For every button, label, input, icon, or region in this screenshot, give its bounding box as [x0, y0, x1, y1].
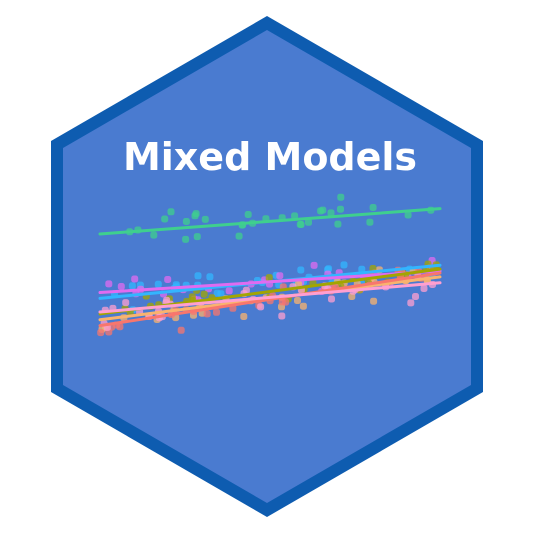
scatter-point [278, 298, 286, 306]
scatter-point [194, 272, 202, 280]
scatter-point [297, 266, 305, 274]
scatter-point [291, 212, 299, 220]
scatter-point [128, 282, 136, 290]
scatter-point [97, 329, 105, 337]
scatter-point [225, 287, 233, 295]
scatter-point [150, 231, 158, 239]
scatter-point [213, 308, 220, 316]
scatter-point [407, 299, 415, 307]
scatter-point [337, 205, 344, 213]
scatter-point [213, 289, 221, 297]
scatter-point [193, 233, 201, 241]
scatter-point [163, 296, 171, 304]
scatter-point [167, 208, 175, 216]
scatter-point [131, 275, 139, 283]
scatter-point [257, 303, 265, 311]
scatter-point [294, 297, 301, 304]
scatter-point [154, 280, 162, 288]
scatter-point [105, 280, 113, 288]
logo-title: Mixed Models [123, 135, 417, 179]
scatter-point [317, 207, 325, 215]
scatter-point [328, 295, 335, 303]
scatter-point [122, 299, 130, 307]
scatter-point [192, 210, 200, 218]
scatter-point [206, 273, 214, 281]
scatter-point [340, 261, 348, 269]
scatter-point [404, 211, 412, 219]
scatter-point [299, 302, 307, 310]
regression-line [98, 281, 442, 314]
scatter-point [182, 218, 190, 225]
scatter-point [370, 297, 378, 305]
scatter-point [177, 326, 185, 334]
scatter-point [334, 220, 342, 228]
scatter-point [203, 310, 211, 318]
scatter-point [358, 265, 366, 273]
scatter-point [235, 232, 243, 240]
scatter-point [297, 221, 305, 228]
scatter-point [265, 274, 273, 282]
scatter-point [310, 261, 318, 269]
scatter-point [295, 280, 302, 288]
scatter-point [305, 218, 312, 226]
scatter-point [366, 218, 374, 226]
scatter-point [244, 211, 252, 218]
scatter-point [369, 204, 377, 211]
regression-line [98, 271, 442, 328]
hexagon-fill [63, 30, 471, 503]
scatter-point [348, 293, 356, 300]
scatter-point [200, 290, 208, 298]
scatter-point [420, 285, 428, 292]
scatter-point [161, 215, 169, 223]
scatter-point [240, 313, 248, 320]
scatter-plot [97, 193, 442, 337]
scatter-point [327, 209, 335, 217]
regression-lines [98, 207, 442, 328]
scatter-point [201, 215, 209, 223]
scatter-point [117, 283, 125, 290]
scatter-point [164, 276, 172, 283]
scatter-point [337, 193, 345, 201]
scatter-point [278, 312, 286, 320]
scatter-point [276, 272, 284, 280]
scatter-point [182, 235, 190, 243]
scatter-point [412, 293, 419, 300]
regression-line [98, 269, 442, 294]
regression-line [98, 207, 442, 236]
